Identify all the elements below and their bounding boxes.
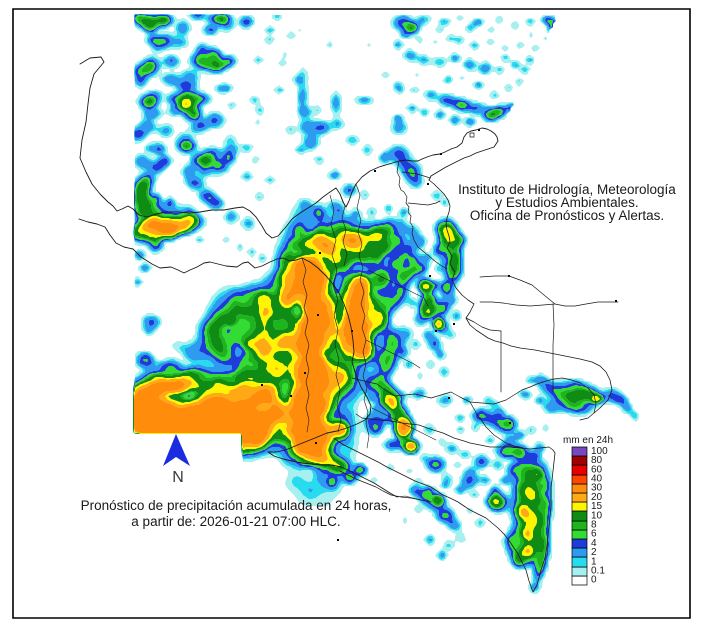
svg-text:60: 60 — [591, 464, 603, 475]
svg-text:Pronóstico de precipitación ac: Pronóstico de precipitación acumulada en… — [81, 498, 392, 513]
svg-text:0.1: 0.1 — [591, 566, 605, 577]
svg-text:8: 8 — [591, 520, 597, 531]
svg-text:100: 100 — [591, 446, 608, 457]
svg-text:80: 80 — [591, 455, 603, 466]
svg-text:6: 6 — [591, 529, 597, 540]
svg-text:30: 30 — [591, 483, 603, 494]
svg-text:N: N — [172, 469, 184, 486]
svg-text:4: 4 — [591, 538, 597, 549]
svg-text:20: 20 — [591, 492, 603, 503]
svg-text:1: 1 — [591, 556, 597, 567]
svg-text:Oficina de Pronósticos y Alert: Oficina de Pronósticos y Alertas. — [470, 208, 664, 223]
svg-text:0: 0 — [591, 575, 597, 586]
svg-text:Instituto de Hidrología, Meteo: Instituto de Hidrología, Meteorología — [458, 182, 676, 197]
svg-text:10: 10 — [591, 510, 603, 521]
svg-text:40: 40 — [591, 474, 603, 485]
svg-text:mm en 24h: mm en 24h — [563, 435, 613, 446]
svg-text:a partir de: 2026-01-21 07:00: a partir de: 2026-01-21 07:00 HLC. — [131, 514, 340, 529]
svg-text:15: 15 — [591, 501, 603, 512]
svg-text:y Estudios Ambientales.: y Estudios Ambientales. — [495, 195, 638, 210]
svg-text:2: 2 — [591, 547, 597, 558]
